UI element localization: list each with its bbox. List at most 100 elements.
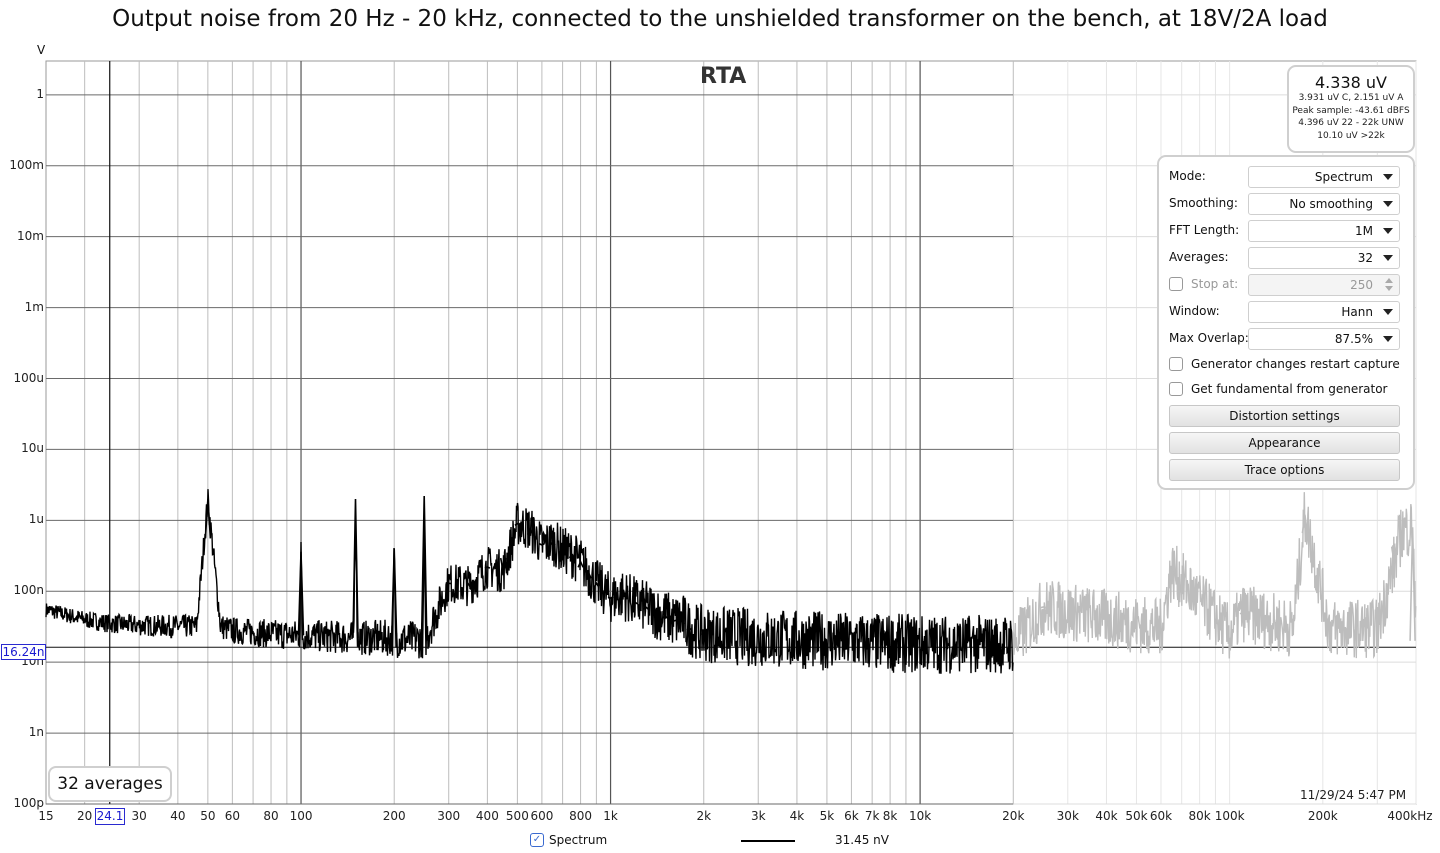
spectrum-trace-peak [549,540,556,546]
y-tick-label: 10m [17,228,44,243]
spectrum-trace-above-20k-peak [1390,546,1398,564]
x-tick-label: 7k [864,809,880,823]
chevron-down-icon [1383,228,1393,234]
averages-select[interactable]: 32 [1248,247,1400,269]
spectrum-trace-peak [514,522,521,526]
averages-value: 32 [1357,251,1373,265]
spectrum-trace-peak [593,581,600,588]
spectrum-trace-above-20k-peak [1398,529,1405,533]
x-tick-label: 600 [530,809,554,823]
chevron-down-icon [1383,336,1393,342]
spectrum-trace-peak [585,571,592,579]
x-tick-label: 1k [603,809,618,823]
spectrum-trace-above-20k-peak [1301,514,1309,534]
x-tick-label: 30 [131,809,147,823]
stop-at-spinbox[interactable]: 250 [1248,274,1400,296]
window-select[interactable]: Hann [1248,301,1400,323]
smoothing-select[interactable]: No smoothing [1248,193,1400,215]
spectrum-trace-above-20k [1012,492,1417,659]
mode-label: Mode: [1169,169,1206,183]
spectrum-trace-peak [568,553,576,559]
x-tick-label: 5k [819,809,835,823]
generator-fundamental-row: Get fundamental from generator [1169,379,1401,401]
page-title: Output noise from 20 Hz - 20 kHz, connec… [112,6,1328,32]
distortion-settings-button[interactable]: Distortion settings [1169,405,1400,427]
generator-restart-checkbox[interactable] [1169,357,1183,371]
spectrum-trace-peak [539,543,545,546]
x-tick-label: 50k [1125,809,1148,823]
chevron-down-icon [1383,174,1393,180]
stop-at-checkbox[interactable] [1169,277,1183,291]
spectrum-legend-checkbox[interactable]: ✓ [530,833,544,847]
x-tick-label: 200k [1307,809,1338,823]
generator-fundamental-label: Get fundamental from generator [1191,382,1388,396]
fft-length-select[interactable]: 1M [1248,220,1400,242]
spin-down-icon[interactable] [1385,286,1393,291]
stop-at-value: 250 [1350,278,1373,292]
max-overlap-label: Max Overlap: [1169,331,1249,345]
spectrum-trace-peak [204,498,212,539]
generator-fundamental-checkbox[interactable] [1169,382,1183,396]
y-tick-label: 1m [24,299,44,314]
chevron-down-icon [1383,201,1393,207]
averages-label: Averages: [1169,250,1229,264]
x-tick-label: 3k [750,809,766,823]
readout-above-22k: 10.10 uV >22k [1317,130,1385,141]
spectrum-trace-peak [420,496,428,633]
x-tick-label: 6k [844,809,859,823]
averages-row: Averages: 32 [1169,247,1401,269]
spectrum-trace-peak [678,617,686,625]
chevron-down-icon [1383,309,1393,315]
max-overlap-select[interactable]: 87.5% [1248,328,1400,350]
spectrum-trace-peak [499,557,507,572]
max-overlap-value: 87.5% [1334,332,1373,346]
x-tick-label: 400kHz [1387,809,1433,823]
cursor-y-readout[interactable]: 16.24n [1,644,46,660]
fft-length-value: 1M [1355,224,1373,238]
spectrum-trace-peak [652,611,659,615]
fft-length-row: FFT Length: 1M [1169,220,1401,242]
spectrum-trace-peak [390,548,398,640]
x-tick-label: 100k [1214,809,1245,823]
max-overlap-row: Max Overlap: 87.5% [1169,328,1401,350]
chart-title: RTA [700,64,747,89]
spectrum-trace-peak [352,498,359,638]
smoothing-label: Smoothing: [1169,196,1238,210]
window-row: Window: Hann [1169,301,1401,323]
mode-select[interactable]: Spectrum [1248,166,1400,188]
y-tick-label: 1 [36,86,44,101]
appearance-button[interactable]: Appearance [1169,432,1400,454]
x-tick-label: 4k [789,809,805,823]
spectrum-trace-peak [607,596,614,600]
mode-row: Mode: Spectrum [1169,166,1401,188]
x-tick-label: 20k [1002,809,1025,823]
cursor-x-readout[interactable]: 24.1 [95,808,125,825]
x-tick-label: 40 [170,809,186,823]
y-tick-label: 100p [13,796,44,810]
mode-value: Spectrum [1314,170,1373,184]
spectrum-trace-peak [662,614,669,619]
generator-restart-row: Generator changes restart capture [1169,354,1401,376]
x-tick-label: 10k [908,809,932,823]
spectrum-trace-peak [466,581,473,588]
y-tick-label: 1n [28,725,44,740]
legend-line-swatch [741,840,795,842]
x-tick-label: 400 [475,809,499,823]
rta-controls-panel: Mode: Spectrum Smoothing: No smoothing F… [1157,155,1415,490]
spectrum-trace-peak [484,566,491,569]
x-tick-label: 15 [38,809,54,823]
spectrum-trace-peak [642,605,649,610]
y-tick-label: 100u [13,370,44,385]
stop-at-label: Stop at: [1191,277,1239,291]
fft-length-label: FFT Length: [1169,223,1240,237]
x-tick-label: 30k [1056,809,1079,823]
timestamp: 11/29/24 5:47 PM [1300,788,1407,802]
x-tick-label: 2k [696,809,712,823]
spectrum-trace-above-20k-peak [1409,527,1416,641]
y-axis-label: V [37,43,46,57]
trace-options-button[interactable]: Trace options [1169,459,1400,481]
readout-peak-sample: Peak sample: -43.61 dBFS [1292,105,1410,116]
legend-series-name: Spectrum [549,833,608,847]
spectrum-trace-peak [686,627,693,631]
spin-up-icon[interactable] [1385,278,1393,283]
